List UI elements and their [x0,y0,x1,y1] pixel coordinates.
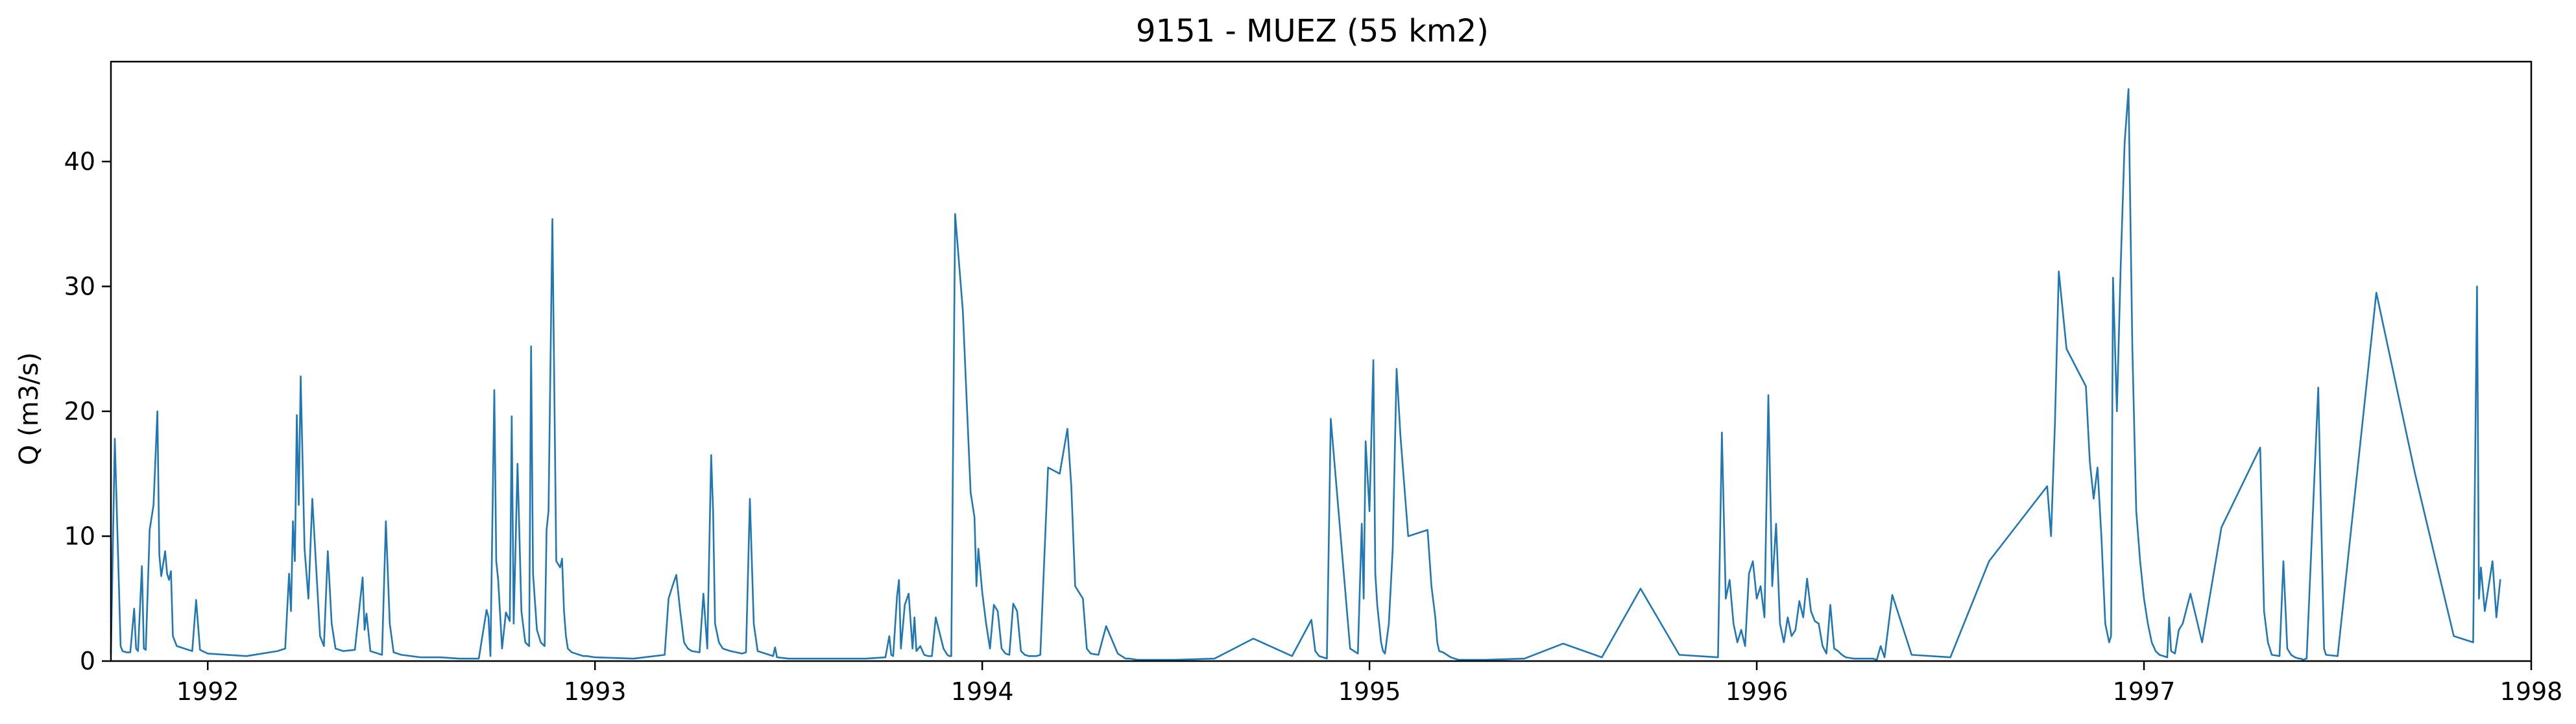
plot-frame [110,60,2533,662]
x-tick-label: 1996 [1726,677,1788,706]
x-tick-label: 1995 [1338,677,1401,706]
y-tick-label: 10 [64,522,95,551]
y-axis-ticks: 0 10 20 30 40 [64,147,111,675]
series-layer [110,88,2501,661]
y-tick-label: 20 [64,397,95,426]
x-tick-label: 1998 [2500,677,2563,706]
y-tick-label: 40 [64,147,95,176]
x-tick-label: 1997 [2113,677,2176,706]
x-axis-ticks: 1992 1993 1994 1995 1996 1997 1998 [176,661,2562,706]
x-tick-label: 1993 [564,677,627,706]
y-tick-label: 0 [80,647,95,675]
x-tick-label: 1992 [176,677,239,706]
chart-title: 9151 - MUEZ (55 km2) [1136,13,1489,49]
y-tick-label: 30 [64,272,95,301]
series-line-q [110,88,2501,661]
y-axis-title: Q (m3/s) [14,352,44,465]
x-tick-label: 1994 [951,677,1014,706]
